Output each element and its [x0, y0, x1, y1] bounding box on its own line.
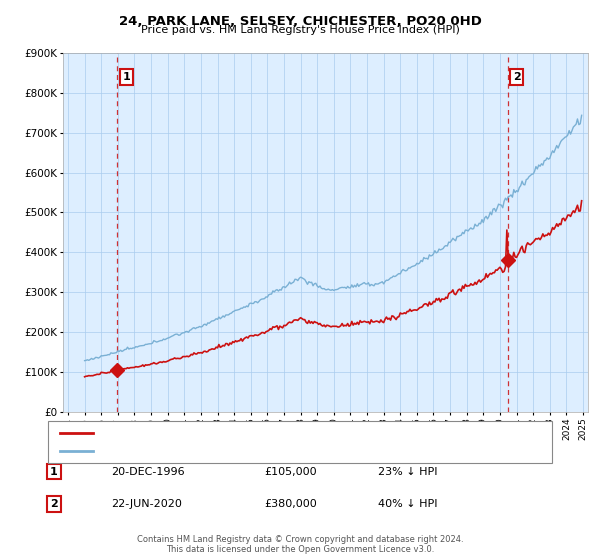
HPI: Average price, detached house, Chichester: (2.02e+03, 7.44e+05): Average price, detached house, Chicheste…: [578, 112, 585, 119]
HPI: Average price, detached house, Chichester: (2e+03, 2.51e+05): Average price, detached house, Chicheste…: [229, 309, 236, 315]
HPI: Average price, detached house, Chichester: (2.01e+03, 3.36e+05): Average price, detached house, Chicheste…: [298, 274, 305, 281]
HPI: Average price, detached house, Chichester: (2.01e+03, 2.73e+05): Average price, detached house, Chicheste…: [254, 300, 261, 306]
Text: Price paid vs. HM Land Registry's House Price Index (HPI): Price paid vs. HM Land Registry's House …: [140, 25, 460, 35]
Text: 23% ↓ HPI: 23% ↓ HPI: [378, 466, 437, 477]
24, PARK LANE, SELSEY, CHICHESTER, PO20 0HD (detached house): [298, 315, 305, 322]
Text: 24, PARK LANE, SELSEY, CHICHESTER, PO20 0HD: 24, PARK LANE, SELSEY, CHICHESTER, PO20 …: [119, 15, 481, 27]
Text: HPI: Average price, detached house, Chichester: HPI: Average price, detached house, Chic…: [99, 446, 332, 456]
24, PARK LANE, SELSEY, CHICHESTER, PO20 0HD (detached house): [578, 197, 585, 204]
Text: 2: 2: [50, 499, 58, 509]
Text: 22-JUN-2020: 22-JUN-2020: [111, 499, 182, 509]
HPI: Average price, detached house, Chichester: (2.02e+03, 6.5e+05): Average price, detached house, Chicheste…: [550, 149, 557, 156]
24, PARK LANE, SELSEY, CHICHESTER, PO20 0HD (detached house): [246, 333, 253, 339]
Text: 1: 1: [50, 466, 58, 477]
Line: 24, PARK LANE, SELSEY, CHICHESTER, PO20 0HD (detached house): 24, PARK LANE, SELSEY, CHICHESTER, PO20 …: [85, 200, 581, 377]
HPI: Average price, detached house, Chichester: (2e+03, 1.28e+05): Average price, detached house, Chicheste…: [81, 357, 88, 364]
HPI: Average price, detached house, Chichester: (2e+03, 2.71e+05): Average price, detached house, Chicheste…: [246, 300, 253, 307]
HPI: Average price, detached house, Chichester: (2e+03, 1.69e+05): Average price, detached house, Chicheste…: [142, 341, 149, 348]
24, PARK LANE, SELSEY, CHICHESTER, PO20 0HD (detached house): [81, 374, 88, 380]
Text: 20-DEC-1996: 20-DEC-1996: [111, 466, 185, 477]
Text: Contains HM Land Registry data © Crown copyright and database right 2024.
This d: Contains HM Land Registry data © Crown c…: [137, 535, 463, 554]
Text: £380,000: £380,000: [264, 499, 317, 509]
24, PARK LANE, SELSEY, CHICHESTER, PO20 0HD (detached house): [550, 226, 557, 232]
Text: 40% ↓ HPI: 40% ↓ HPI: [378, 499, 437, 509]
Line: HPI: Average price, detached house, Chichester: HPI: Average price, detached house, Chic…: [85, 115, 581, 361]
24, PARK LANE, SELSEY, CHICHESTER, PO20 0HD (detached house): [142, 361, 149, 368]
Text: 1: 1: [122, 72, 130, 82]
24, PARK LANE, SELSEY, CHICHESTER, PO20 0HD (detached house): [229, 338, 236, 345]
Text: £105,000: £105,000: [264, 466, 317, 477]
24, PARK LANE, SELSEY, CHICHESTER, PO20 0HD (detached house): [254, 332, 261, 339]
Text: 2: 2: [513, 72, 520, 82]
Text: 24, PARK LANE, SELSEY, CHICHESTER, PO20 0HD (detached house): 24, PARK LANE, SELSEY, CHICHESTER, PO20 …: [99, 428, 428, 438]
